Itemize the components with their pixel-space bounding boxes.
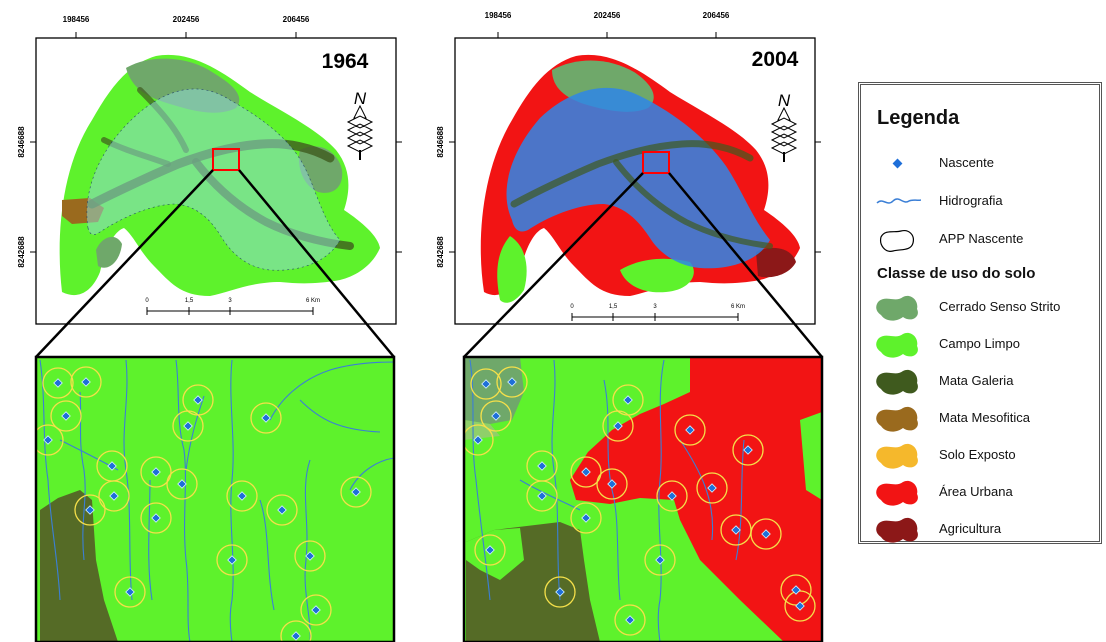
svg-text:N: N (354, 89, 367, 108)
x-tick-label: 198456 (485, 11, 512, 20)
legend-class-label: Solo Exposto (939, 447, 1016, 462)
land-cover-swatch-icon (876, 332, 918, 358)
study-area-box (212, 148, 240, 171)
legend-item-nascente: Nascente (861, 149, 1101, 179)
legend-class-label: Cerrado Senso Strito (939, 299, 1061, 314)
land-cover-swatch-icon (876, 295, 918, 321)
legend-title: Legenda (877, 107, 960, 129)
zoom-panel-2004-frame (462, 355, 824, 642)
legend-item-hidrografia: Hidrografia (861, 187, 1101, 217)
land-cover-swatch-icon (876, 480, 918, 506)
legend: Legenda Nascente Hidrografia APP Nascent… (858, 82, 1102, 544)
svg-text:6 Km: 6 Km (306, 298, 320, 304)
zoom-connector (35, 169, 214, 358)
svg-text:1,5: 1,5 (609, 304, 618, 310)
point-icon (892, 158, 903, 169)
land-cover-swatch-icon (876, 406, 918, 432)
legend-class-mata-mesofitica: Mata Mesofitica (861, 404, 1101, 434)
zoom-panel-2004 (464, 357, 822, 642)
svg-text:3: 3 (653, 304, 657, 310)
legend-item-label: APP Nascente (939, 231, 1024, 246)
land-cover-swatch-icon (876, 443, 918, 469)
x-tick-label: 206456 (703, 11, 730, 20)
legend-item-label: Hidrografia (939, 193, 1003, 208)
legend-class-agricultura: Agricultura (861, 515, 1101, 545)
legend-class-label: Campo Limpo (939, 336, 1020, 351)
legend-class-mata-galeria: Mata Galeria (861, 367, 1101, 397)
nascente-points (43, 377, 361, 641)
svg-text:0: 0 (570, 304, 574, 310)
zoom-connector (238, 169, 395, 358)
legend-class-label: Agricultura (939, 521, 1002, 536)
x-tick-label: 202456 (594, 11, 621, 20)
legend-class-solo-exposto: Solo Exposto (861, 441, 1101, 471)
river-line-icon (876, 198, 921, 204)
cerrado-area (464, 357, 524, 424)
cerrado-area (96, 236, 122, 268)
zoom-connector (668, 172, 823, 358)
scale-bar: 0 1,5 3 6 Km (145, 298, 320, 315)
app-nascente-buffers (36, 366, 372, 642)
svg-text:6 Km: 6 Km (731, 304, 745, 310)
y-tick-label: 8246688 (17, 126, 26, 158)
legend-class-label: Área Urbana (939, 484, 1013, 499)
land-cover-swatch-icon (876, 369, 918, 395)
legend-class-cerrado: Cerrado Senso Strito (861, 293, 1101, 323)
svg-text:1,5: 1,5 (185, 298, 194, 304)
study-area-box (642, 151, 670, 174)
zoom-connector (463, 172, 644, 358)
north-arrow-icon: N (346, 89, 374, 160)
buffer-outline-icon (880, 230, 914, 252)
legend-class-area-urbana: Área Urbana (861, 478, 1101, 508)
campo-limpo-area (620, 258, 694, 293)
map-1964: 198456 202456 206456 8246688 8242688 196… (17, 15, 402, 325)
legend-class-title: Classe de uso do solo (877, 265, 1036, 282)
agricultura-area (756, 247, 796, 278)
nascente-points (473, 377, 805, 625)
north-arrow-icon: N (770, 91, 798, 162)
legend-class-campo-limpo: Campo Limpo (861, 330, 1101, 360)
x-tick-label: 202456 (173, 15, 200, 24)
svg-text:3: 3 (228, 298, 232, 304)
legend-item-label: Nascente (939, 155, 994, 170)
y-tick-label: 8246688 (436, 126, 445, 158)
svg-text:N: N (778, 91, 791, 110)
app-nascente-buffers (464, 366, 816, 636)
hidrografia-lines (469, 359, 745, 642)
zoom-panel-1964-frame (34, 355, 396, 642)
zoom-panel-1964 (36, 357, 394, 642)
legend-class-label: Mata Mesofitica (939, 410, 1031, 425)
scale-bar: 0 1,5 3 6 Km (570, 304, 745, 321)
legend-class-label: Mata Galeria (939, 373, 1014, 388)
y-tick-label: 8242688 (436, 236, 445, 268)
mata-galeria-area (40, 490, 118, 642)
map-year-label: 2004 (752, 48, 799, 71)
campo-limpo-area (497, 236, 527, 303)
land-cover-swatch-icon (876, 517, 918, 543)
legend-item-app-nascente: APP Nascente (861, 225, 1101, 255)
map-2004: 198456 202456 206456 8246688 8242688 200… (436, 11, 821, 325)
x-tick-label: 206456 (283, 15, 310, 24)
map-year-label: 1964 (322, 50, 369, 73)
svg-text:0: 0 (145, 298, 149, 304)
y-tick-label: 8242688 (17, 236, 26, 268)
x-tick-label: 198456 (63, 15, 90, 24)
